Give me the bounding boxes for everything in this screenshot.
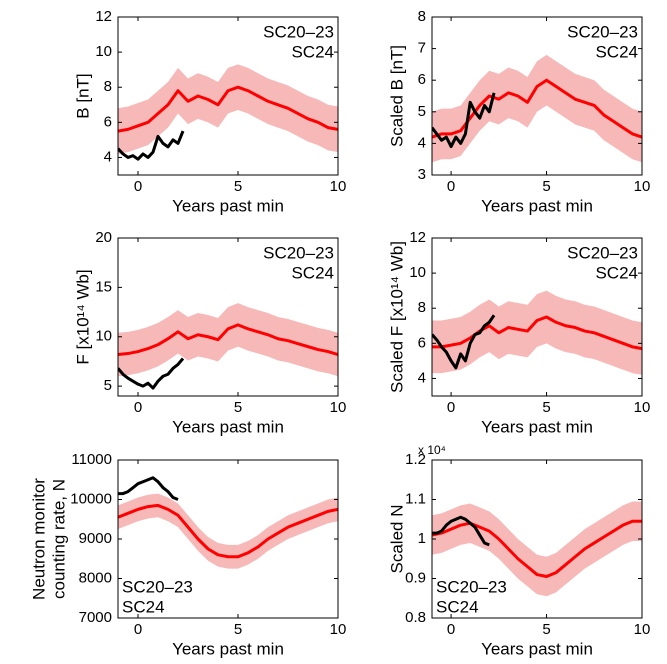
x-tick-label: 5 <box>542 621 550 638</box>
y-tick-label: 12 <box>409 229 426 246</box>
data-line <box>432 314 496 370</box>
x-axis-label: Years past min <box>172 417 284 436</box>
x-tick-label: 0 <box>447 621 455 638</box>
y-tick-label: 20 <box>95 229 112 246</box>
x-tick-label: 5 <box>542 178 550 195</box>
data-line <box>118 476 179 501</box>
spread-band <box>432 290 642 375</box>
y-tick-label: 4 <box>104 148 112 165</box>
y-axis-label: B [nT] <box>73 73 92 118</box>
spread-band <box>432 54 642 163</box>
x-tick-label: 10 <box>330 399 347 416</box>
y-tick-label: 12 <box>95 8 112 25</box>
data-line <box>432 519 642 579</box>
axes-box <box>431 237 643 397</box>
y-axis-label: Scaled N <box>387 505 406 574</box>
y-tick-label: 1.2 <box>405 451 426 468</box>
data-line <box>432 92 496 149</box>
spread-band <box>118 64 338 154</box>
legend-entry: SC24 <box>291 263 334 282</box>
data-line <box>432 315 642 351</box>
y-axis-label: counting rate, N <box>49 479 68 599</box>
legend-entry: SC20–23 <box>436 577 507 596</box>
y-tick-label: 5 <box>104 377 112 394</box>
x-tick-label: 5 <box>234 621 242 638</box>
y-tick-label: 6 <box>418 334 426 351</box>
x-tick-label: 10 <box>634 621 651 638</box>
data-line <box>432 515 490 547</box>
y-tick-label: 1.1 <box>405 490 426 507</box>
axes-box <box>117 237 339 397</box>
x-tick-label: 0 <box>134 621 142 638</box>
y-tick-label: 11000 <box>71 451 112 468</box>
y-tick-label: 5 <box>418 103 426 120</box>
x-axis-label: Years past min <box>481 417 593 436</box>
x-tick-label: 10 <box>330 621 347 638</box>
y-tick-label: 4 <box>418 369 426 386</box>
y-tick-label: 15 <box>95 278 112 295</box>
y-tick-label: 0.8 <box>405 609 426 626</box>
y-tick-label: 7 <box>418 40 426 57</box>
x-tick-label: 0 <box>447 178 455 195</box>
y-axis-label: Scaled F [x10¹⁴ Wb] <box>387 241 406 393</box>
data-line <box>118 85 338 133</box>
axes-box <box>117 16 339 176</box>
legend-entry: SC24 <box>122 597 165 616</box>
y-tick-label: 8 <box>104 78 112 95</box>
y-tick-label: 4 <box>418 134 426 151</box>
y-axis-label: F [x10¹⁴ Wb] <box>73 269 92 364</box>
data-line <box>118 323 338 357</box>
x-axis-label: Years past min <box>172 196 284 215</box>
y-tick-label: 9000 <box>79 530 112 547</box>
x-tick-label: 5 <box>234 178 242 195</box>
x-tick-label: 10 <box>330 178 347 195</box>
data-line <box>118 130 185 161</box>
legend-entry: SC20–23 <box>567 243 638 262</box>
y-tick-label: 10000 <box>70 490 112 507</box>
y-axis-label: Scaled B [nT] <box>387 45 406 147</box>
x-tick-label: 10 <box>634 399 651 416</box>
spread-band <box>118 303 338 377</box>
y-axis-label: Neutron monitor <box>29 478 48 600</box>
axes-box <box>431 16 643 176</box>
y-tick-label: 10 <box>95 43 112 60</box>
y-tick-label: 8 <box>418 299 426 316</box>
y-tick-label: 10 <box>95 328 112 345</box>
x-tick-label: 10 <box>634 178 651 195</box>
x-axis-label: Years past min <box>172 639 284 658</box>
x-axis-label: Years past min <box>481 196 593 215</box>
legend-entry: SC20–23 <box>263 22 334 41</box>
legend-entry: SC24 <box>595 42 638 61</box>
y-tick-label: 3 <box>418 166 426 183</box>
x-tick-label: 5 <box>234 399 242 416</box>
x-tick-label: 0 <box>134 178 142 195</box>
legend-entry: SC20–23 <box>122 577 193 596</box>
y-tick-label: 8000 <box>79 569 112 586</box>
y-tick-label: 8 <box>418 8 426 25</box>
x-tick-label: 0 <box>134 399 142 416</box>
x-tick-label: 0 <box>447 399 455 416</box>
y-tick-label: 6 <box>104 113 112 130</box>
legend-entry: SC20–23 <box>263 243 334 262</box>
legend-entry: SC24 <box>291 42 334 61</box>
y-tick-label: 0.9 <box>405 569 426 586</box>
legend-entry: SC24 <box>436 597 479 616</box>
y-tick-label: 10 <box>409 264 426 281</box>
y-tick-label: 7000 <box>79 609 112 626</box>
spread-band <box>432 501 642 597</box>
x-axis-label: Years past min <box>481 639 593 658</box>
data-line <box>118 357 185 390</box>
legend-entry: SC20–23 <box>567 22 638 41</box>
x-tick-label: 5 <box>542 399 550 416</box>
axis-multiplier: x 10⁴ <box>418 443 446 457</box>
data-line <box>118 503 338 559</box>
legend-entry: SC24 <box>595 263 638 282</box>
y-tick-label: 1 <box>418 530 426 547</box>
y-tick-label: 6 <box>418 71 426 88</box>
